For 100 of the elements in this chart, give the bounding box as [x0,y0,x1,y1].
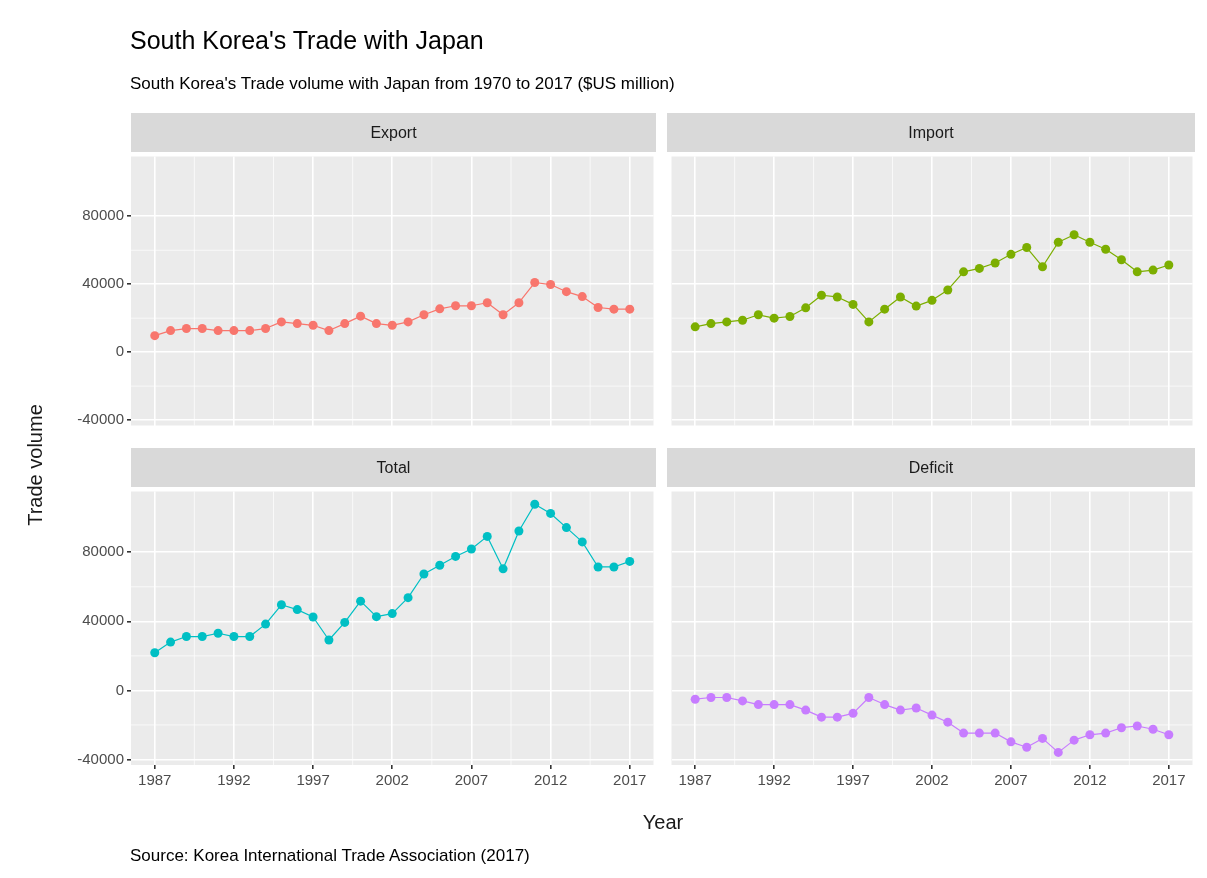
point [1116,723,1126,733]
point [419,569,429,579]
point [561,287,571,297]
point [466,544,476,554]
point [229,326,239,336]
point [1148,724,1158,734]
point [308,612,318,622]
point [276,600,286,610]
x-tick-label: 2017 [1152,771,1186,789]
point [1053,747,1063,757]
point [324,326,334,336]
point [387,609,397,619]
point [848,708,858,718]
y-tick-label: 40000 [82,611,124,629]
point [561,523,571,533]
point [276,317,286,327]
x-tick-label: 2007 [994,771,1028,789]
point [498,310,508,320]
point [213,326,223,336]
point [625,556,635,566]
point [577,537,587,547]
chart-title: Import [667,113,1195,152]
point [832,712,842,722]
point [530,278,540,288]
point [1132,267,1142,277]
y-tick-label: 0 [115,342,124,360]
point [927,295,937,305]
point [292,605,302,615]
point [435,560,445,570]
point [1069,735,1079,745]
point [577,292,587,302]
x-tick-label: 2002 [915,771,949,789]
point [1022,742,1032,752]
point [959,267,969,277]
point [403,593,413,603]
point [403,317,413,327]
point [213,628,223,638]
point [1053,237,1063,247]
point [1006,737,1016,747]
point [974,263,984,273]
point [625,304,635,314]
point [371,612,381,622]
point [1116,255,1126,265]
point [974,728,984,738]
point [785,700,795,710]
x-tick-label: 1992 [757,771,791,789]
point [261,324,271,334]
y-tick-label: 80000 [82,206,124,224]
point [990,258,1000,268]
point [261,619,271,629]
x-tick-label: 1997 [296,771,330,789]
point [435,304,445,314]
point [166,637,176,647]
point [1148,265,1158,275]
point [801,705,811,715]
point [1164,730,1174,740]
point [166,326,176,336]
point [959,728,969,738]
point [880,700,890,710]
y-tick-label: 40000 [82,274,124,292]
point [593,562,603,572]
point [990,728,1000,738]
point [1006,249,1016,259]
point [482,298,492,308]
point [816,290,826,300]
point [530,499,540,509]
point [1101,728,1111,738]
point [308,320,318,330]
text: Year [642,811,684,834]
point [340,319,350,329]
point [197,324,207,334]
point [245,632,255,642]
point [895,292,905,302]
point [832,292,842,302]
point [324,635,334,645]
text: Trade volume [23,404,47,526]
y-tick-label: 80000 [82,542,124,560]
point [895,705,905,715]
x-tick-label: 2012 [1073,771,1107,789]
x-tick-label: 1992 [217,771,251,789]
point [150,648,160,658]
point [546,280,556,290]
y-tick-label: 0 [115,680,124,698]
point [706,692,716,702]
x-tick-label: 2017 [613,771,647,789]
point [690,694,700,704]
point [880,304,890,314]
point [738,315,748,325]
point [292,319,302,329]
point [245,326,255,336]
point [1069,230,1079,240]
point [340,617,350,627]
point [1038,733,1048,743]
chart-title: Total [131,448,656,487]
point [514,298,524,308]
point [738,696,748,706]
point [864,692,874,702]
point [229,632,239,642]
point [864,317,874,327]
y-tick-label: -40000 [77,749,124,767]
